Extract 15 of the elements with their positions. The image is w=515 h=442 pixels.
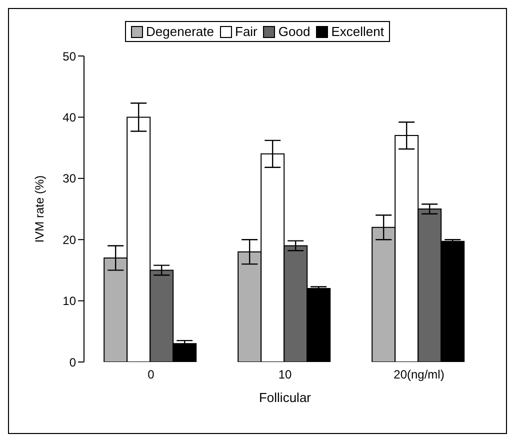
legend-label: Fair bbox=[235, 24, 258, 39]
y-tick-label: 10 bbox=[62, 294, 76, 308]
y-tick-label: 40 bbox=[62, 110, 76, 124]
legend-label: Good bbox=[278, 24, 310, 39]
x-tick-label: 0 bbox=[148, 368, 155, 382]
legend-label: Excellent bbox=[331, 24, 384, 39]
y-tick-label: 0 bbox=[69, 355, 76, 370]
x-axis-title: Follicular bbox=[258, 390, 312, 405]
y-axis-title: IVM rate (%) bbox=[32, 175, 46, 243]
y-tick-label: 20 bbox=[62, 232, 76, 247]
y-tick-label: 30 bbox=[62, 172, 76, 186]
x-tick-label: 20(ng/ml) bbox=[394, 368, 444, 382]
legend-label: Degenerate bbox=[146, 24, 214, 39]
y-tick-label: 50 bbox=[62, 49, 76, 64]
x-tick-label: 10 bbox=[278, 368, 292, 382]
